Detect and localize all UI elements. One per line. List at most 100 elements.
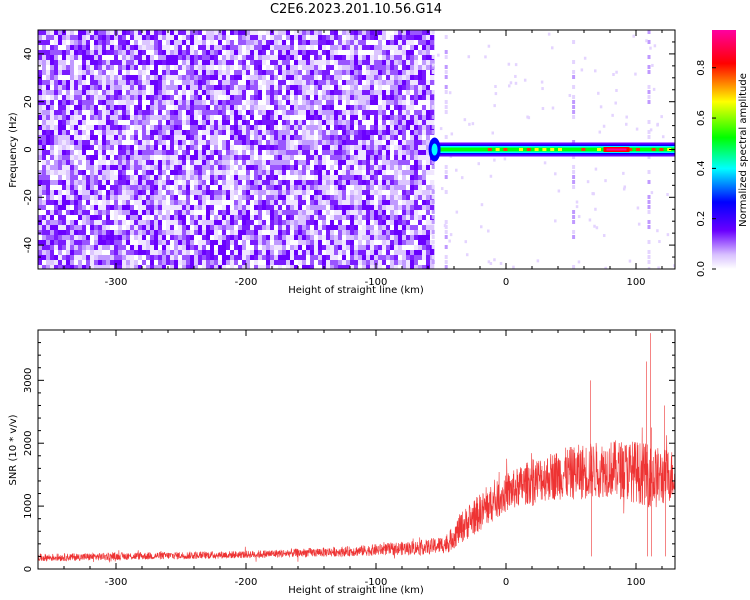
heatmap-cell	[262, 215, 267, 221]
heatmap-cell	[82, 45, 87, 51]
heatmap-cell	[174, 90, 179, 96]
heatmap-cell	[110, 165, 115, 171]
heatmap-cell	[146, 120, 151, 126]
heatmap-cell	[242, 245, 247, 251]
heatmap-cell	[282, 260, 287, 266]
heatmap-cell	[46, 205, 51, 211]
heatmap-cell	[162, 225, 167, 231]
heatmap-cell	[74, 160, 79, 166]
heatmap-cell	[414, 120, 419, 126]
heatmap-cell	[350, 150, 355, 156]
heatmap-cell	[174, 205, 179, 211]
heatmap-cell	[326, 125, 331, 131]
heatmap-cell	[238, 115, 243, 121]
heatmap-cell	[310, 80, 315, 86]
heatmap-cell	[422, 265, 427, 269]
heatmap-cell	[390, 55, 395, 61]
heatmap-cell	[330, 215, 335, 221]
heatmap-cell	[226, 125, 231, 131]
heatmap-cell	[306, 120, 311, 126]
heatmap-cell	[354, 210, 359, 216]
heatmap-cell	[322, 205, 327, 211]
heatmap-cell	[62, 175, 67, 181]
heatmap-cell	[58, 145, 63, 151]
heatmap-cell	[258, 30, 263, 36]
heatmap-cell	[162, 175, 167, 181]
heatmap-cell	[194, 50, 199, 56]
heatmap-cell	[290, 45, 295, 51]
heatmap-cell	[222, 100, 227, 106]
heatmap-cell	[74, 45, 79, 51]
heatmap-cell	[422, 170, 427, 176]
heatmap-sparse-cell	[666, 233, 670, 237]
heatmap-cell	[182, 150, 187, 156]
heatmap-cell	[42, 90, 47, 96]
heatmap-cell	[42, 40, 47, 46]
heatmap-cell	[198, 190, 203, 196]
heatmap-cell	[142, 85, 147, 91]
heatmap-cell	[214, 220, 219, 226]
heatmap-cell	[150, 145, 155, 151]
heatmap-cell	[206, 185, 211, 191]
heatmap-cell	[62, 70, 67, 76]
heatmap-cell	[182, 195, 187, 201]
heatmap-cell	[314, 155, 319, 161]
heatmap-cell	[62, 215, 67, 221]
heatmap-cell	[274, 80, 279, 86]
heatmap-cell	[278, 80, 283, 86]
heatmap-cell	[142, 30, 147, 36]
heatmap-cell	[218, 250, 223, 256]
heatmap-sparse-cell	[658, 240, 661, 244]
heatmap-cell	[306, 70, 311, 76]
heatmap-cell	[418, 230, 423, 236]
heatmap-cell	[162, 70, 167, 76]
heatmap-cell	[358, 155, 363, 161]
heatmap-cell	[398, 85, 403, 91]
heatmap-cell	[46, 65, 51, 71]
heatmap-cell	[194, 190, 199, 196]
heatmap-cell	[58, 265, 63, 269]
heatmap-cell	[74, 110, 79, 116]
heatmap-cell	[262, 155, 267, 161]
heatmap-cell	[266, 215, 271, 221]
heatmap-cell	[98, 220, 103, 226]
heatmap-cell	[230, 195, 235, 201]
heatmap-cell	[70, 145, 75, 151]
heatmap-cell	[210, 240, 215, 246]
heatmap-cell	[50, 130, 55, 136]
heatmap-cell	[326, 90, 331, 96]
heatmap-cell	[118, 60, 123, 66]
heatmap-cell	[170, 50, 175, 56]
heatmap-cell	[370, 165, 375, 171]
heatmap-cell	[374, 70, 379, 76]
heatmap-cell	[358, 75, 363, 81]
heatmap-cell	[282, 30, 287, 36]
heatmap-cell	[158, 135, 163, 141]
heatmap-cell	[338, 140, 343, 146]
heatmap-cell	[234, 230, 239, 236]
heatmap-cell	[382, 35, 387, 41]
heatmap-cell	[338, 185, 343, 191]
heatmap-cell	[382, 140, 387, 146]
heatmap-cell	[254, 165, 259, 171]
heatmap-cell	[362, 40, 367, 46]
heatmap-cell	[378, 70, 383, 76]
heatmap-sparse-cell	[622, 171, 625, 175]
heatmap-cell	[38, 70, 43, 76]
heatmap-cell	[338, 75, 343, 81]
heatmap-cell	[190, 210, 195, 216]
heatmap-cell	[138, 70, 143, 76]
heatmap-cell	[310, 175, 315, 181]
heatmap-cell	[370, 35, 375, 41]
heatmap-cell	[146, 35, 151, 41]
heatmap-cell	[194, 150, 199, 156]
heatmap-cell	[150, 45, 155, 51]
heatmap-cell	[186, 155, 191, 161]
heatmap-cell	[386, 70, 391, 76]
heatmap-cell	[254, 210, 259, 216]
heatmap-cell	[394, 170, 399, 176]
heatmap-cell	[230, 155, 235, 161]
heatmap-cell	[78, 155, 83, 161]
heatmap-cell	[266, 65, 271, 71]
heatmap-cell	[286, 205, 291, 211]
